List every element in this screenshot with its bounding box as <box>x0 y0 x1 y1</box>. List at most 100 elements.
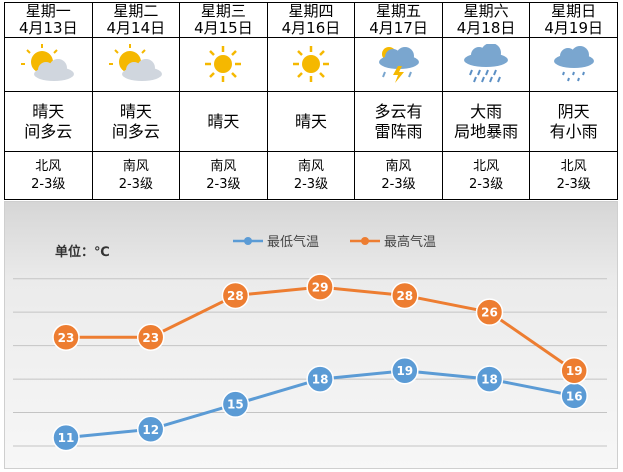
data-point-high <box>221 281 250 310</box>
icon-cell <box>4 36 93 92</box>
condition-cell: 阴天 有小雨 <box>529 90 618 153</box>
wind-cell: 南风 2-3级 <box>354 151 443 200</box>
wind-cell: 北风 2-3级 <box>4 151 93 200</box>
wind-level: 2-3级 <box>206 176 241 192</box>
day-date: 4月14日 <box>106 18 166 37</box>
icon-cell <box>529 36 618 92</box>
data-point-low <box>221 390 250 418</box>
condition-cell: 晴天 <box>266 90 356 153</box>
data-point-high <box>475 298 504 326</box>
day-cell: 星期日 4月19日 <box>529 1 618 38</box>
data-label-low: 18 <box>312 373 329 387</box>
sun-icon <box>292 46 329 83</box>
condition-line: 间多云 <box>111 121 160 141</box>
condition-line: 局地暴雨 <box>454 121 519 141</box>
legend-label-low: 最低气温 <box>267 234 319 250</box>
data-label-high: 26 <box>481 306 498 320</box>
data-point-high <box>391 281 419 310</box>
data-label-low: 15 <box>227 398 244 412</box>
day-cell: 星期二 4月14日 <box>91 1 181 38</box>
wind-level: 2-3级 <box>31 176 66 192</box>
condition-cell: 大雨 局地暴雨 <box>441 90 531 153</box>
data-label-high: 23 <box>142 331 159 345</box>
condition-line: 阴天 <box>557 101 590 121</box>
day-name: 星期四 <box>288 1 334 20</box>
wind-level: 2-3级 <box>118 176 153 192</box>
wind-row: 北风 2-3级 南风 2-3级 南风 2-3级 南风 2-3级 南风 2-3级 北风 2-3… <box>4 151 618 200</box>
data-point-high <box>560 356 588 385</box>
unit-label: 单位：℃ <box>55 244 110 260</box>
data-point-low <box>475 365 504 393</box>
data-point-low <box>136 415 165 444</box>
condition-line: 多云有 <box>374 101 423 121</box>
wind-direction: 北风 <box>473 158 500 174</box>
data-label-high: 28 <box>227 289 244 303</box>
legend: 最低气温 最高气温 <box>233 234 436 250</box>
legend-marker-low <box>244 237 252 245</box>
condition-line: 晴天 <box>207 111 240 131</box>
day-name: 星期二 <box>113 1 159 20</box>
day-cell: 星期四 4月16日 <box>266 1 356 38</box>
wind-direction: 南风 <box>385 158 412 174</box>
wind-level: 2-3级 <box>468 176 504 192</box>
condition-line: 晴天 <box>32 101 65 121</box>
legend-marker-high <box>361 237 369 245</box>
wind-level: 2-3级 <box>556 176 591 192</box>
sun-cloud-icon <box>108 44 162 82</box>
icon-cell <box>266 36 356 92</box>
data-point-high <box>136 323 165 352</box>
forecast-table: 星期一 4月13日 星期二 4月14日 星期三 4月15日 星期四 4月16日 星期五 4… <box>4 2 618 200</box>
data-point-high <box>306 273 334 301</box>
legend-item-low: 最低气温 <box>233 234 319 250</box>
day-name: 星期六 <box>463 1 509 20</box>
wind-direction: 南风 <box>210 158 237 174</box>
data-label-high: 29 <box>312 281 329 295</box>
condition-line: 晴天 <box>294 111 327 131</box>
sun-icon <box>205 46 242 83</box>
day-name: 星期一 <box>25 1 71 20</box>
condition-cell: 晴天 间多云 <box>91 90 181 153</box>
wind-cell: 北风 2-3级 <box>441 151 531 200</box>
temperature-chart-svg: 单位：℃ 最低气温 最高气温 11 12 15 18 19 18 16 23 23 28 29 28 2… <box>13 234 607 452</box>
data-label-low: 12 <box>142 423 159 437</box>
wind-level: 2-3级 <box>293 176 329 192</box>
day-date: 4月19日 <box>544 18 603 37</box>
wind-cell: 南风 2-3级 <box>266 151 356 200</box>
day-cell: 星期六 4月18日 <box>441 1 531 38</box>
condition-line: 大雨 <box>470 101 503 121</box>
data-label-high: 19 <box>566 364 583 378</box>
condition-cell: 晴天 间多云 <box>4 90 93 153</box>
condition-line: 雷阵雨 <box>374 121 423 141</box>
icon-cell <box>91 36 181 92</box>
data-point-low <box>391 356 419 385</box>
wind-cell: 北风 2-3级 <box>529 151 618 200</box>
day-name: 星期五 <box>376 1 422 20</box>
condition-cell: 多云有 雷阵雨 <box>354 90 443 153</box>
heavy-rain-icon <box>464 44 509 83</box>
data-point-high <box>52 323 80 352</box>
day-date: 4月18日 <box>456 18 516 37</box>
data-point-low <box>52 423 80 452</box>
icon-cell <box>179 36 268 92</box>
data-label-low: 11 <box>58 431 75 445</box>
data-label-high: 23 <box>58 331 75 345</box>
data-label-high: 28 <box>396 289 413 303</box>
series-layer: 11 12 15 18 19 18 16 23 23 28 29 28 26 19 <box>52 273 588 452</box>
icon-cell <box>354 36 443 92</box>
day-cell: 星期三 4月15日 <box>179 1 268 38</box>
day-name: 星期三 <box>200 1 246 20</box>
day-cell: 星期五 4月17日 <box>354 1 443 38</box>
condition-line: 有小雨 <box>549 121 598 141</box>
wind-direction: 南风 <box>122 158 149 174</box>
sun-cloud-icon <box>21 44 75 82</box>
thunderstorm-icon <box>378 47 419 84</box>
data-point-low <box>306 365 334 393</box>
day-name: 星期日 <box>551 1 597 20</box>
day-cell: 星期一 4月13日 <box>4 1 93 38</box>
wind-cell: 南风 2-3级 <box>91 151 181 200</box>
condition-line: 间多云 <box>24 121 73 141</box>
wind-direction: 北风 <box>560 158 587 174</box>
wind-level: 2-3级 <box>381 176 416 192</box>
condition-line: 晴天 <box>119 101 152 121</box>
day-date: 4月13日 <box>18 18 78 37</box>
